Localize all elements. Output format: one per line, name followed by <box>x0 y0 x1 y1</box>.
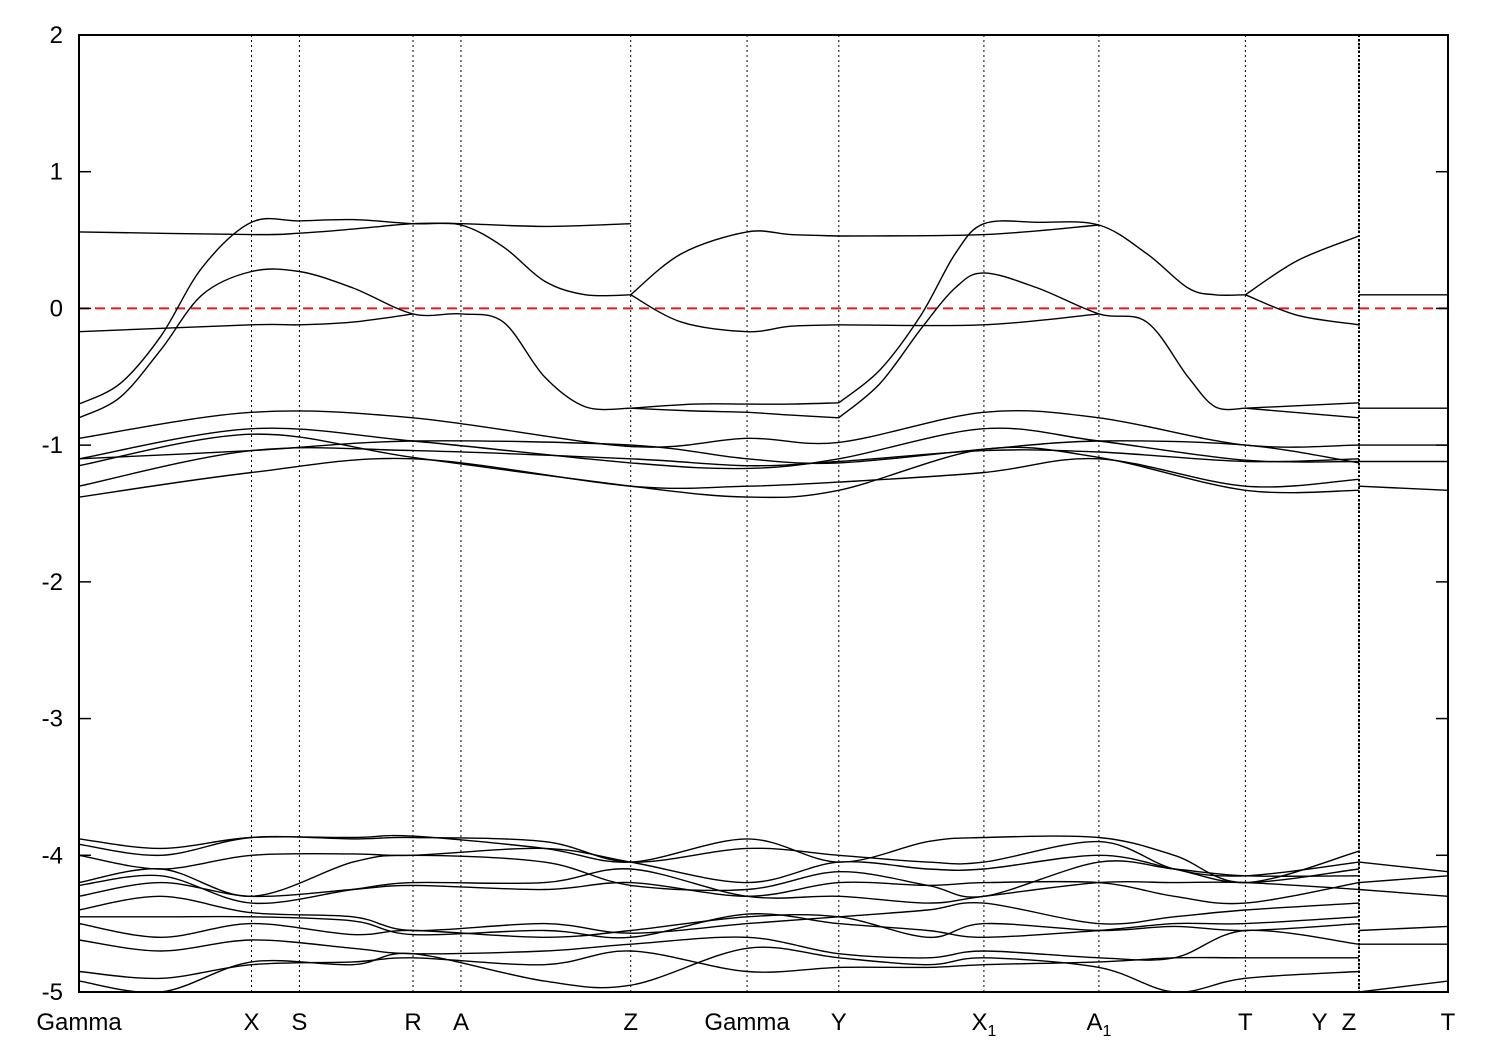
kpoint-label: Z <box>623 1009 638 1036</box>
kpoint-label: A1 <box>1086 1009 1111 1040</box>
band-line-15 <box>1245 407 1360 419</box>
band-line-21 <box>79 446 1360 487</box>
band-line-27 <box>79 834 1360 884</box>
band-line-36 <box>79 929 1360 961</box>
ytick-label: -1 <box>42 432 63 459</box>
axes-layer <box>78 34 1449 993</box>
xlabel-layer: Gamma X S R A Z Gamma Y X1 A1 T Y Z T <box>36 1009 1455 1040</box>
band-line-42 <box>1358 925 1448 932</box>
kpoint-label: X <box>243 1009 259 1036</box>
band-line-41 <box>1358 888 1448 897</box>
band-line-10 <box>838 224 1099 237</box>
band-line-9 <box>838 272 1246 419</box>
band-line-35 <box>79 913 1360 939</box>
kpoint-label: T <box>1238 1009 1253 1036</box>
bands-layer <box>79 217 1448 992</box>
band-line-6 <box>630 402 839 409</box>
band-line-38 <box>79 946 1360 992</box>
band-line-37 <box>79 950 1359 980</box>
band-line-12 <box>1245 235 1360 296</box>
kpoint-label: R <box>404 1009 421 1036</box>
kpoint-label: Gamma <box>36 1009 122 1036</box>
band-line-31 <box>79 868 1360 905</box>
ytick-label: 0 <box>50 295 63 322</box>
band-line-20 <box>79 433 1360 499</box>
band-line-29 <box>79 847 1360 884</box>
band-line-3 <box>79 313 414 333</box>
band-line-8 <box>838 220 1246 404</box>
band-line-30 <box>79 854 1360 898</box>
band-line-4 <box>630 230 839 296</box>
kpoint-label: Gamma <box>704 1009 790 1036</box>
ytick-label: -2 <box>42 569 63 596</box>
band-line-23 <box>79 440 1360 465</box>
kpoint-label: T <box>1441 1009 1456 1036</box>
band-line-28 <box>79 835 1360 877</box>
kpoint-label: S <box>291 1009 307 1036</box>
ytick-layer: 2 1 0 -1 -2 -3 -4 -5 <box>42 22 1448 1006</box>
band-line-14 <box>1245 402 1360 409</box>
band-line-18 <box>79 409 1360 448</box>
band-line-40 <box>1358 875 1448 884</box>
ytick-label: -4 <box>42 842 63 869</box>
band-line-13 <box>1245 294 1360 326</box>
kpoint-label: A <box>453 1009 469 1036</box>
band-line-5 <box>630 294 839 333</box>
band-line-0 <box>79 217 631 405</box>
band-line-7 <box>630 407 839 419</box>
kpoint-label: X1 <box>971 1009 996 1040</box>
ytick-label: -5 <box>42 979 63 1006</box>
ytick-label: 1 <box>50 159 63 186</box>
band-line-44 <box>1358 980 1448 992</box>
band-line-22 <box>79 457 1360 498</box>
band-line-19 <box>79 427 1360 470</box>
band-line-39 <box>1358 861 1448 873</box>
band-line-2 <box>79 222 631 236</box>
band-line-32 <box>79 880 1360 905</box>
ytick-label: 2 <box>50 22 63 49</box>
band-line-11 <box>838 313 1099 327</box>
band-line-34 <box>79 913 1360 939</box>
band-line-1 <box>79 268 631 419</box>
kpoint-label: Y <box>831 1009 847 1036</box>
grid-layer <box>250 35 1360 992</box>
band-line-26 <box>1358 485 1448 491</box>
ytick-label: -3 <box>42 706 63 733</box>
band-line-33 <box>79 895 1360 934</box>
plot-frame <box>78 34 1449 993</box>
